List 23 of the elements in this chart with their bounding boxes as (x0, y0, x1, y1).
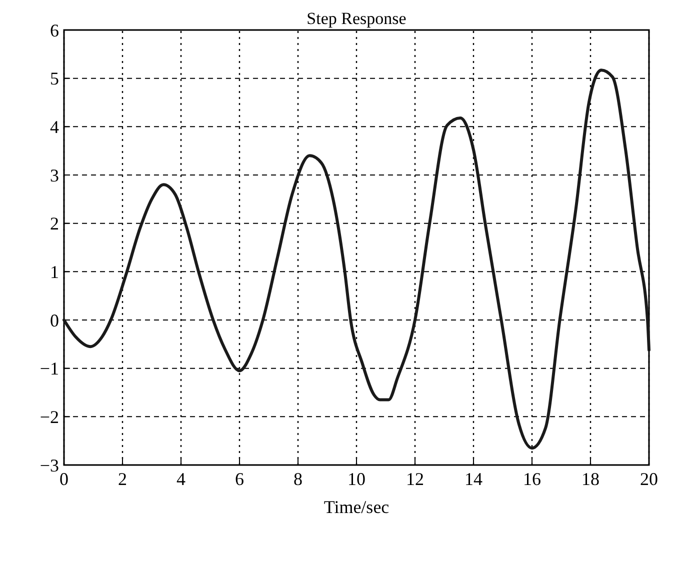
y-tick-label: 2 (50, 214, 59, 234)
chart-title: Step Response (306, 9, 406, 28)
y-tick-label: −3 (40, 455, 59, 476)
y-tick-label: −1 (40, 358, 59, 379)
x-tick-label: 16 (523, 469, 541, 489)
y-tick-label: 3 (50, 165, 59, 186)
x-tick-label: 2 (118, 469, 127, 489)
x-tick-label: 4 (176, 469, 186, 489)
y-tick-label: 0 (50, 310, 59, 330)
y-tick-label: 5 (50, 68, 59, 89)
y-tick-label: −2 (40, 406, 59, 427)
x-tick-label: 8 (294, 469, 302, 489)
y-tick-label: 4 (50, 116, 59, 137)
x-tick-label: 6 (235, 469, 244, 489)
x-tick-label: 10 (348, 469, 366, 489)
line-series (62, 68, 650, 450)
x-tick-label: 12 (406, 469, 424, 489)
x-tick-label: 20 (640, 469, 658, 489)
x-tick-label: 18 (582, 469, 600, 489)
y-tick-label: 1 (50, 262, 59, 282)
y-tick-label: 6 (50, 20, 59, 40)
x-tick-label: 14 (464, 469, 482, 489)
x-axis-title: Time/sec (324, 497, 390, 517)
